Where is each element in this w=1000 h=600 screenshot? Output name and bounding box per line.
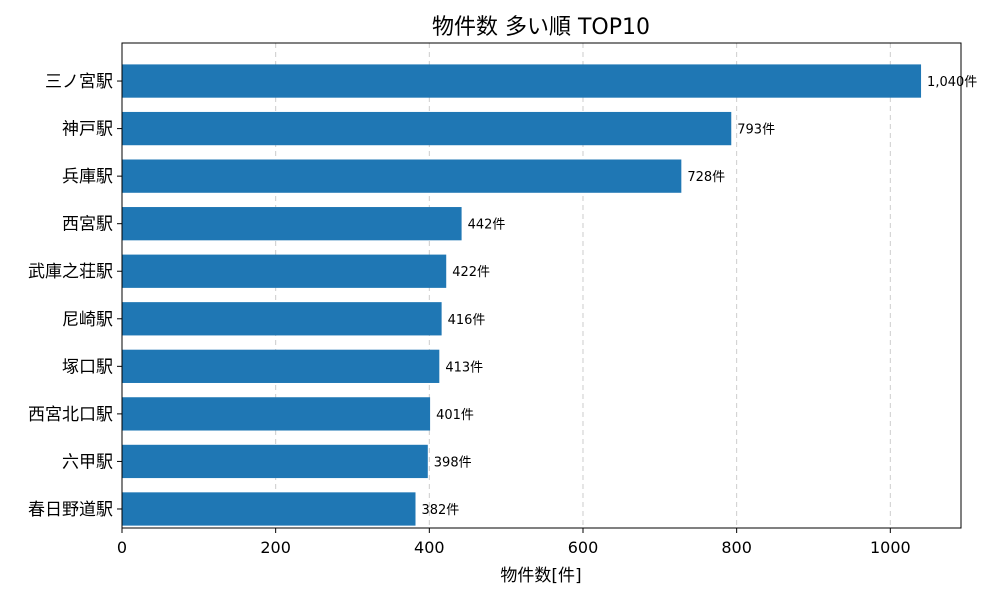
bar	[122, 492, 416, 526]
bar	[122, 397, 431, 431]
bars	[122, 64, 922, 526]
chart-title: 物件数 多い順 TOP10	[432, 15, 650, 40]
category-label: 六甲駅	[62, 452, 113, 472]
data-labels: 1,040件 793件 728件 442件 422件 416件 413件 401件 398件 38…	[421, 75, 977, 518]
x-tick-label: 200	[260, 538, 291, 557]
category-label: 西宮駅	[62, 215, 113, 235]
category-label: 塚口駅	[62, 357, 113, 377]
data-label: 382件	[421, 503, 459, 518]
data-label: 793件	[737, 123, 775, 138]
bar	[122, 159, 682, 193]
category-label: 兵庫駅	[62, 167, 113, 187]
x-tick-label: 800	[721, 538, 752, 557]
category-label: 神戸駅	[62, 120, 113, 140]
data-label: 422件	[452, 265, 490, 280]
bar	[122, 302, 442, 336]
category-label: 尼崎駅	[62, 310, 113, 330]
x-tick-label: 1000	[870, 538, 911, 557]
x-tick-label: 400	[414, 538, 445, 557]
data-label: 398件	[434, 455, 472, 470]
category-label: 春日野道駅	[28, 500, 113, 520]
bar	[122, 207, 462, 241]
data-label: 416件	[448, 313, 486, 328]
x-tick-label: 0	[117, 538, 127, 557]
bar	[122, 254, 447, 288]
data-label: 413件	[445, 360, 483, 375]
x-tick-label: 600	[568, 538, 599, 557]
bar	[122, 111, 732, 146]
plot-frame	[121, 42, 962, 529]
bar	[122, 444, 428, 479]
x-axis-label: 物件数[件]	[500, 566, 581, 586]
data-label: 1,040件	[927, 75, 977, 90]
data-label: 401件	[436, 408, 474, 423]
category-label: 武庫之荘駅	[28, 262, 113, 282]
data-label: 442件	[468, 218, 506, 233]
bar	[122, 349, 440, 383]
data-label: 728件	[687, 170, 725, 185]
category-label: 三ノ宮駅	[45, 72, 113, 92]
category-label: 西宮北口駅	[28, 405, 113, 425]
bar	[122, 64, 922, 98]
x-axis-ticks: 0 200 400 600 800 1000	[117, 528, 911, 557]
